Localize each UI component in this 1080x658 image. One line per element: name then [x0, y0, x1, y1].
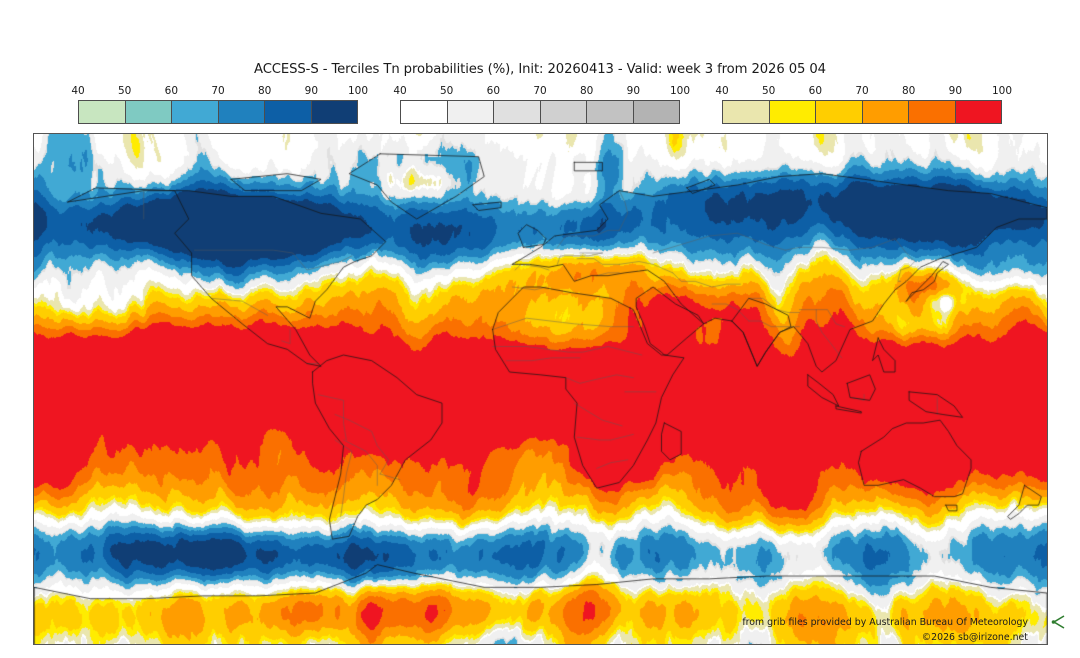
colorbar-tick-above-normal-100: 100 [991, 85, 1013, 97]
colorbar-tick-below-normal-90: 90 [304, 85, 319, 97]
colorbar-tick-below-normal-50: 50 [117, 85, 132, 97]
colorbar-tick-below-normal-80: 80 [257, 85, 272, 97]
colorbar-segment-above-normal-1 [769, 101, 816, 123]
irizone-logo-icon [1051, 615, 1065, 629]
colorbar-tick-below-normal-40: 40 [71, 85, 85, 97]
attribution-source: from grib files provided by Australian B… [742, 617, 1028, 628]
colorbar-segment-below-normal-4 [265, 101, 312, 123]
colorbar-above-normal-strip [722, 100, 1002, 124]
colorbar-near-normal: 40 50 60 70 80 90 100 [393, 84, 690, 126]
colorbar-segment-near-normal-3 [540, 101, 587, 123]
page-title: ACCESS-S - Terciles Tn probabilities (%)… [254, 62, 826, 77]
colorbar-segment-below-normal-5 [311, 101, 357, 123]
colorbar-near-normal-strip [400, 100, 680, 124]
colorbar-segment-below-normal-1 [125, 101, 172, 123]
colorbar-tick-near-normal-80: 80 [579, 85, 594, 97]
colorbar-tick-above-normal-40: 40 [715, 85, 729, 97]
colorbar-tick-above-normal-80: 80 [901, 85, 916, 97]
colorbar-segment-near-normal-1 [447, 101, 494, 123]
colorbar-above-normal-ticks: 40 50 60 70 80 90 100 [715, 84, 1012, 99]
colorbar-tick-above-normal-60: 60 [808, 85, 823, 97]
colorbar-segment-near-normal-5 [633, 101, 679, 123]
colorbar-below-normal: 40 50 60 70 80 90 100 [71, 84, 368, 126]
colorbar-tick-above-normal-50: 50 [761, 85, 776, 97]
colorbar-segment-below-normal-3 [218, 101, 265, 123]
colorbar-above-normal: 40 50 60 70 80 90 100 [715, 84, 1012, 126]
colorbar-segment-below-normal-0 [79, 101, 126, 123]
colorbar-tick-near-normal-90: 90 [626, 85, 641, 97]
colorbar-segment-near-normal-4 [587, 101, 634, 123]
colorbar-segment-below-normal-2 [172, 101, 219, 123]
colorbar-segment-above-normal-5 [955, 101, 1001, 123]
colorbar-tick-above-normal-70: 70 [855, 85, 869, 97]
colorbar-below-normal-strip [78, 100, 358, 124]
colorbar-near-normal-ticks: 40 50 60 70 80 90 100 [393, 84, 690, 99]
colorbar-segment-near-normal-0 [401, 101, 448, 123]
colorbar-tick-above-normal-90: 90 [948, 85, 963, 97]
tercile-probability-raster [34, 134, 1047, 644]
colorbar-segment-above-normal-3 [862, 101, 909, 123]
colorbar-tick-below-normal-60: 60 [164, 85, 179, 97]
colorbar-below-normal-ticks: 40 50 60 70 80 90 100 [71, 84, 368, 99]
colorbar-tick-below-normal-100: 100 [347, 85, 369, 97]
colorbar-segment-above-normal-0 [723, 101, 770, 123]
colorbar-segment-above-normal-4 [909, 101, 956, 123]
colorbar-segment-above-normal-2 [816, 101, 863, 123]
colorbar-tick-below-normal-70: 70 [211, 85, 225, 97]
colorbar-segment-near-normal-2 [494, 101, 541, 123]
colorbar-tick-near-normal-50: 50 [439, 85, 454, 97]
colorbar-tick-near-normal-70: 70 [533, 85, 547, 97]
colorbar-tick-near-normal-60: 60 [486, 85, 501, 97]
colorbar-tick-near-normal-40: 40 [393, 85, 407, 97]
world-map [33, 133, 1048, 645]
attribution-copyright: ©2026 sb@irizone.net [921, 632, 1028, 643]
colorbar-tick-near-normal-100: 100 [669, 85, 691, 97]
